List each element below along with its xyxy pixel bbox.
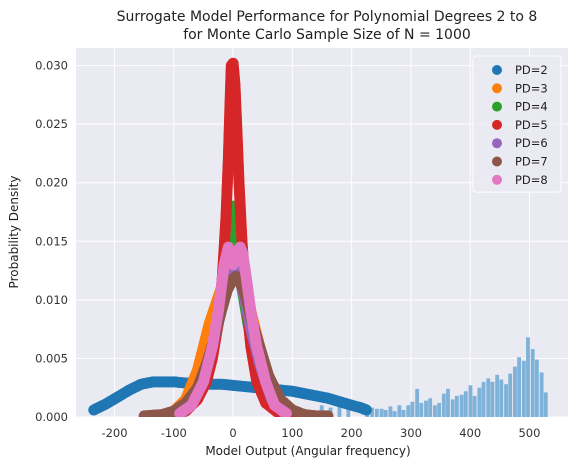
histogram-bar	[406, 405, 411, 417]
histogram-bar	[428, 398, 433, 417]
histogram-bar	[446, 388, 450, 417]
x-axis-label: Model Output (Angular frequency)	[205, 444, 410, 458]
legend-marker-pd-3	[492, 83, 502, 94]
legend-label-pd-4: PD=4	[515, 100, 548, 114]
histogram-bar	[424, 400, 428, 417]
legend-label-pd-6: PD=6	[515, 136, 548, 150]
histogram-bar	[346, 408, 351, 417]
x-tick-label: 500	[518, 426, 540, 440]
histogram-bar	[370, 407, 375, 417]
histogram-bar	[543, 392, 548, 417]
histogram-bar	[477, 387, 482, 417]
histogram-bar	[410, 401, 415, 417]
histogram-bar	[534, 359, 539, 417]
histogram-bar	[432, 405, 437, 417]
histogram-bar	[490, 381, 495, 417]
legend-label-pd-7: PD=7	[515, 155, 548, 169]
legend-marker-pd-6	[492, 138, 502, 149]
y-tick-label: 0.000	[35, 410, 68, 424]
legend-label-pd-5: PD=5	[515, 118, 548, 132]
x-tick-label: -200	[101, 426, 127, 440]
scatter-point	[360, 404, 372, 416]
legend-marker-pd-4	[492, 101, 502, 112]
y-tick-label: 0.025	[35, 117, 68, 131]
histogram-bar	[530, 349, 535, 417]
legend-marker-pd-2	[492, 65, 502, 75]
histogram-bar	[463, 391, 468, 417]
histogram-bar	[481, 381, 486, 417]
legend-label-pd-2: PD=2	[515, 63, 548, 77]
legend-label-pd-8: PD=8	[515, 173, 548, 187]
histogram-bar	[419, 402, 424, 417]
histogram-bar	[517, 357, 522, 417]
histogram-bar	[459, 394, 464, 417]
scatter-point	[322, 410, 334, 417]
legend: PD=2 PD=3 PD=4 PD=5 PD=6 PD=7 PD=8	[472, 55, 562, 193]
chart-title: Surrogate Model Performance for Polynomi…	[117, 9, 538, 25]
histogram-bar	[468, 385, 473, 417]
x-tick-label: 300	[400, 426, 422, 440]
histogram-bar	[383, 409, 388, 417]
histogram-bar	[337, 406, 342, 417]
histogram-bar	[495, 374, 500, 417]
x-tick-label: 200	[341, 426, 363, 440]
legend-marker-pd-8	[492, 174, 502, 185]
series-pd-8	[174, 241, 292, 417]
scatter-point	[280, 407, 292, 417]
histogram-bar	[450, 399, 455, 417]
y-tick-label: 0.010	[35, 293, 68, 307]
y-axis-label: Probability Density	[7, 176, 21, 289]
histogram-bar	[397, 405, 402, 417]
histogram-bar	[415, 388, 420, 417]
legend-marker-pd-5	[492, 119, 502, 130]
x-tick-label: 100	[281, 426, 303, 440]
histogram-bar	[437, 402, 441, 417]
histogram-bar	[388, 406, 393, 417]
histogram-bar	[374, 408, 379, 417]
histogram-bar	[499, 379, 504, 417]
histogram-bar	[454, 395, 459, 417]
histogram-bar	[539, 372, 544, 417]
chart-subtitle: for Monte Carlo Sample Size of N = 1000	[183, 27, 471, 43]
x-tick-label: 0	[229, 426, 236, 440]
histogram-bar	[379, 408, 384, 417]
histogram-bar	[486, 378, 491, 417]
histogram-bar	[508, 373, 513, 417]
y-tick-label: 0.005	[35, 351, 68, 365]
legend-label-pd-3: PD=3	[515, 81, 548, 95]
histogram-bar	[521, 360, 526, 417]
histogram-bar	[526, 337, 530, 417]
histogram-bar	[513, 366, 517, 417]
y-tick-label: 0.030	[35, 59, 68, 73]
x-tick-label: -100	[161, 426, 187, 440]
histogram-bar	[472, 395, 477, 417]
histogram-bar	[392, 411, 397, 417]
y-tick-label: 0.015	[35, 234, 68, 248]
y-tick-label: 0.020	[35, 176, 68, 190]
histogram-bar	[504, 384, 508, 417]
legend-marker-pd-7	[492, 156, 502, 167]
histogram-bar	[441, 393, 446, 417]
x-tick-label: 400	[459, 426, 481, 440]
histogram-bar	[401, 409, 406, 417]
